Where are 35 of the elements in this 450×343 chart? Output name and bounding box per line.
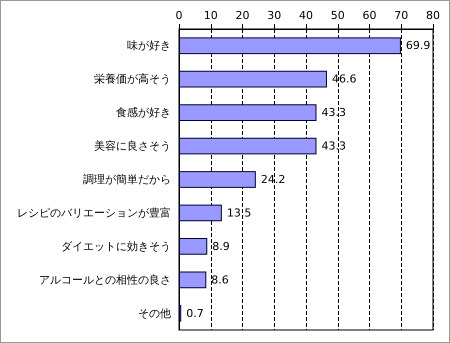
data-label: 8.9 (212, 240, 230, 253)
y-tick-label: 栄養価が高そう (94, 72, 171, 86)
bar (179, 70, 327, 88)
y-tick-label: その他 (138, 306, 171, 320)
x-tick-label: 40 (299, 9, 313, 22)
data-label: 69.9 (406, 39, 430, 52)
data-label: 13.5 (226, 206, 252, 220)
data-label: 0.7 (186, 306, 204, 320)
x-tick-label: 80 (426, 9, 440, 22)
x-tick-label: 10 (204, 9, 218, 22)
y-tick-label: 食感が好き (116, 106, 171, 120)
y-tick-label: 調理が簡単だから (83, 173, 171, 186)
y-tick-label: ダイエットに効きそう (61, 240, 171, 253)
y-tick-label: 美容に良さそう (94, 140, 171, 153)
x-tick-label: 30 (267, 9, 282, 22)
x-tick-label: 20 (236, 9, 250, 22)
x-tick-label: 60 (362, 9, 376, 22)
data-label: 24.2 (260, 173, 286, 186)
y-tick-label: レシピのバリエーションが豊富 (17, 206, 171, 220)
data-label: 46.6 (332, 72, 356, 86)
x-tick-label: 50 (330, 9, 345, 22)
bar (179, 104, 316, 121)
y-tick-label: 味が好き (127, 39, 171, 52)
bar (179, 37, 401, 54)
bar (179, 171, 256, 188)
data-label: 43.3 (321, 106, 346, 120)
bar (179, 204, 222, 222)
y-tick-label: アルコールとの相性の良さ (39, 273, 171, 286)
x-tick-label: 0 (176, 9, 182, 22)
bar (179, 271, 206, 288)
x-tick-label: 70 (394, 9, 408, 22)
bar (179, 138, 316, 154)
data-label: 43.3 (321, 140, 346, 153)
data-label: 8.6 (211, 273, 229, 286)
bar (179, 238, 208, 255)
